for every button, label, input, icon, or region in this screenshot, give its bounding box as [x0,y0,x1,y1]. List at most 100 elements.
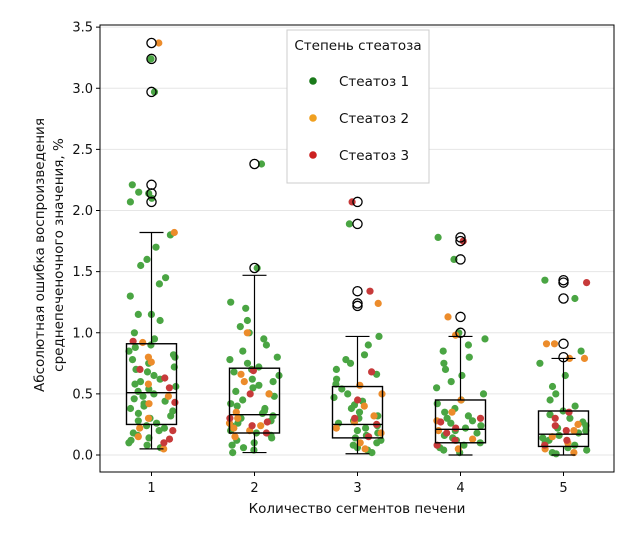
outlier-marker [455,327,466,339]
data-point-steatosis-2 [570,427,578,435]
data-point-steatosis-1 [171,353,179,361]
legend-label-steatosis-3: Стеатоз 3 [339,148,409,164]
data-point-steatosis-1 [228,441,236,449]
data-point-steatosis-1 [269,378,277,386]
data-point-steatosis-1 [273,353,281,361]
data-point-steatosis-2 [155,39,163,47]
data-point-steatosis-1 [260,335,268,343]
data-point-steatosis-1 [473,429,481,437]
outlier-marker [146,53,157,65]
data-point-steatosis-1 [355,408,364,416]
boxplot-2 [228,274,281,454]
data-point-steatosis-3 [562,427,570,435]
data-point-steatosis-1 [548,382,557,391]
data-point-steatosis-3 [551,422,559,430]
data-point-steatosis-2 [134,433,142,441]
data-point-steatosis-1 [345,220,353,228]
data-point-steatosis-1 [128,181,136,189]
data-point-steatosis-1 [242,304,250,312]
data-point-steatosis-3 [165,435,174,443]
data-point-steatosis-1 [258,409,267,417]
data-point-steatosis-2 [237,370,245,378]
box-iqr [228,367,281,434]
data-point-steatosis-3 [354,396,362,404]
box-iqr [331,385,384,439]
legend-title: Степень стеатоза [294,38,421,54]
x-tick-label: 3 [353,481,361,496]
box-iqr [434,399,487,444]
data-point-steatosis-2 [234,414,242,422]
data-point-steatosis-1 [552,390,560,398]
data-point-steatosis-1 [162,274,170,282]
outlier-marker [146,86,157,98]
data-point-steatosis-1 [134,417,142,425]
data-point-steatosis-1 [136,378,145,386]
data-point-steatosis-1 [134,310,142,318]
data-point-steatosis-1 [131,380,139,388]
box-iqr [537,410,590,448]
data-point-steatosis-2 [164,392,172,400]
data-point-steatosis-1 [332,365,340,373]
data-point-steatosis-1 [239,396,247,404]
data-point-steatosis-3 [443,429,451,437]
data-point-steatosis-2 [580,354,589,362]
data-point-steatosis-1 [232,387,240,395]
data-point-steatosis-2 [542,340,551,348]
data-point-steatosis-2 [361,445,369,453]
data-point-steatosis-1 [566,414,574,422]
data-point-steatosis-1 [347,404,355,413]
data-point-steatosis-1 [546,411,554,419]
data-point-steatosis-1 [150,390,158,398]
data-point-steatosis-1 [156,316,164,325]
data-point-steatosis-3 [246,390,254,398]
axis-layer: 0.0 0.5 1.0 1.5 2.0 2.5 3.0 3.5 1 2 3 4 5 [72,21,567,496]
data-point-steatosis-1 [577,347,585,355]
data-point-steatosis-3 [437,418,445,426]
points-layer [125,39,591,458]
data-point-steatosis-1 [433,384,441,392]
data-point-steatosis-1 [465,353,473,361]
data-point-steatosis-3 [583,279,591,287]
data-point-steatosis-1 [360,351,369,359]
data-point-steatosis-1 [461,424,470,432]
data-point-steatosis-1 [135,188,143,196]
data-point-steatosis-1 [364,341,372,349]
data-point-steatosis-1 [143,255,151,263]
data-point-steatosis-2 [448,408,456,416]
data-point-steatosis-1 [464,341,472,349]
data-point-steatosis-2 [332,424,340,432]
data-point-steatosis-2 [144,414,153,422]
data-point-steatosis-2 [377,429,385,437]
data-point-steatosis-1 [155,427,163,435]
data-point-steatosis-2 [147,358,155,366]
data-point-steatosis-1 [433,400,441,408]
data-point-steatosis-3 [161,374,169,382]
box-layer [125,231,590,456]
data-point-steatosis-2 [231,433,239,441]
data-point-steatosis-1 [441,408,449,416]
data-point-steatosis-1 [125,439,133,447]
data-point-steatosis-3 [169,427,177,435]
data-point-steatosis-2 [444,313,452,321]
data-point-steatosis-1 [440,446,448,454]
data-point-steatosis-1 [130,395,138,403]
legend-marker-steatosis-3 [309,151,317,159]
data-point-steatosis-2 [160,445,168,453]
outlier-marker [455,232,466,243]
legend-label-steatosis-1: Стеатоз 1 [339,74,409,90]
data-point-steatosis-1 [375,332,383,340]
data-point-steatosis-3 [476,414,485,422]
y-tick-label: 0.5 [72,387,93,402]
outlier-marker [455,311,466,323]
data-point-steatosis-1 [243,359,252,367]
data-point-steatosis-1 [143,441,151,449]
data-point-steatosis-1 [172,382,180,391]
data-point-steatosis-1 [257,160,266,168]
data-point-steatosis-3 [136,365,144,373]
data-point-steatosis-3 [541,441,549,449]
boxplot-1 [125,231,178,450]
x-tick-label: 5 [559,481,567,496]
data-point-steatosis-2 [360,402,368,410]
data-point-steatosis-1 [434,233,442,241]
data-point-steatosis-3 [248,422,256,430]
